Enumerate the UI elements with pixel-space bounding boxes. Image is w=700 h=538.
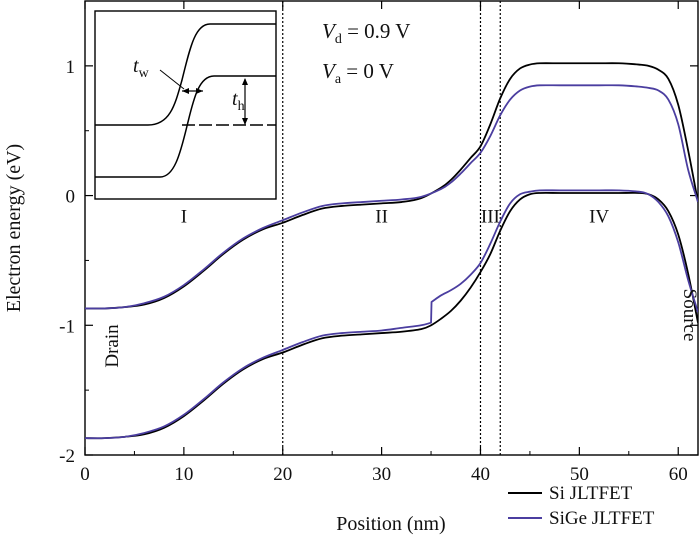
inset-lower-band (95, 75, 276, 178)
band-curves (85, 62, 698, 440)
tw-arrow-head-right (196, 88, 203, 94)
y-axis-title: Electron energy (eV) (3, 144, 25, 312)
inset-upper-band (95, 23, 276, 126)
si-valence-band-curve (85, 191, 698, 440)
x-tick-label: 20 (273, 464, 292, 485)
y-tick-label: 0 (66, 187, 76, 208)
sige-conduction-band-curve (85, 84, 698, 310)
tw-leader-line (159, 69, 185, 90)
th-arrow-head-bottom (242, 118, 248, 125)
x-tick-labels: 0 10 20 30 40 50 60 (80, 464, 687, 485)
region-label: II (375, 207, 388, 228)
legend-label-si: Si JLTFET (549, 483, 633, 504)
region-label: IV (589, 207, 609, 228)
plot-frame (84, 0, 699, 456)
x-tick-label: 30 (372, 464, 391, 485)
x-tick-label: 40 (471, 464, 490, 485)
inset-schematic: tw th (94, 10, 277, 200)
vd-annotation: Vd = 0.9 V (322, 19, 410, 47)
tw-label: tw (133, 55, 150, 81)
legend-label-sige: SiGe JLTFET (549, 508, 655, 529)
region-label: III (481, 207, 500, 228)
y-tick-label: -1 (59, 316, 75, 337)
x-tick-label: 10 (174, 464, 193, 485)
y-tick-label: 1 (66, 57, 76, 78)
inset-frame (94, 10, 277, 200)
x-tick-label: 0 (80, 464, 90, 485)
x-tick-label: 60 (669, 464, 688, 485)
region-labels: I II III IV (181, 207, 610, 228)
si-conduction-band-curve (85, 62, 698, 310)
x-axis-title: Position (nm) (336, 513, 445, 535)
tw-arrow-head-left (182, 88, 189, 94)
th-label: th (232, 88, 245, 114)
sige-valence-band-curve (85, 189, 698, 440)
legend: Si JLTFET SiGe JLTFET (508, 483, 655, 529)
th-arrow-head-top (242, 78, 248, 85)
region-label: I (181, 207, 187, 228)
axis-ticks (84, 1, 698, 456)
x-tick-label: 50 (570, 464, 589, 485)
drain-label: Drain (102, 324, 123, 368)
va-annotation: Va = 0 V (322, 59, 394, 87)
source-label: Source (679, 289, 700, 342)
y-tick-labels: -2 -1 0 1 (59, 57, 75, 467)
y-tick-label: -2 (59, 446, 75, 467)
